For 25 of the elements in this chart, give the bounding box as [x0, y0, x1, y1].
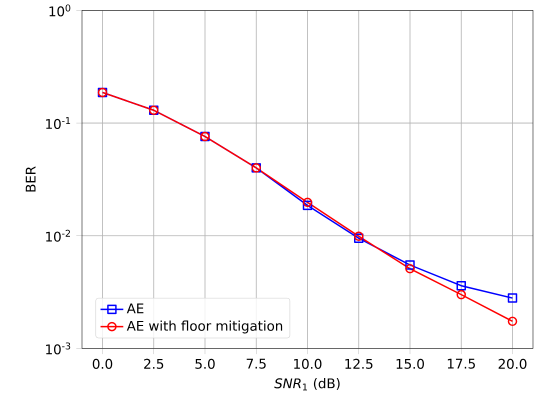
x-tick-label: 15.0: [396, 358, 424, 369]
y-tick-label: 10$^{-3}$: [46, 342, 70, 354]
legend-label: AE with floor mitigation: [126, 320, 282, 334]
point: [405, 260, 415, 270]
y-tick-label: 10$^{-1}$: [46, 116, 70, 129]
x-tick-label: 2.5: [144, 358, 164, 369]
point: [405, 264, 415, 274]
legend-label: AE: [126, 303, 144, 314]
point: [508, 316, 518, 326]
x-axis-title: SNR$_{1}$ (dB): [274, 378, 340, 390]
y-axis-title: BER: [26, 166, 36, 192]
x-tick-label: 12.5: [345, 358, 372, 369]
x-tick-label: 5.0: [195, 358, 215, 369]
x-tick-label: 0.0: [92, 358, 112, 369]
point: [302, 197, 312, 207]
x-tick-label: 10.0: [294, 358, 322, 369]
x-tick-label: 20.0: [498, 358, 526, 369]
y-tick-label: 10$^{0}$: [49, 4, 70, 16]
point: [456, 280, 466, 290]
point: [302, 200, 312, 210]
point: [508, 293, 518, 303]
x-tick-label: 7.5: [246, 358, 266, 369]
point: [456, 290, 466, 300]
y-tick-label: 10$^{-2}$: [46, 230, 70, 242]
x-tick-label: 17.5: [448, 358, 475, 369]
